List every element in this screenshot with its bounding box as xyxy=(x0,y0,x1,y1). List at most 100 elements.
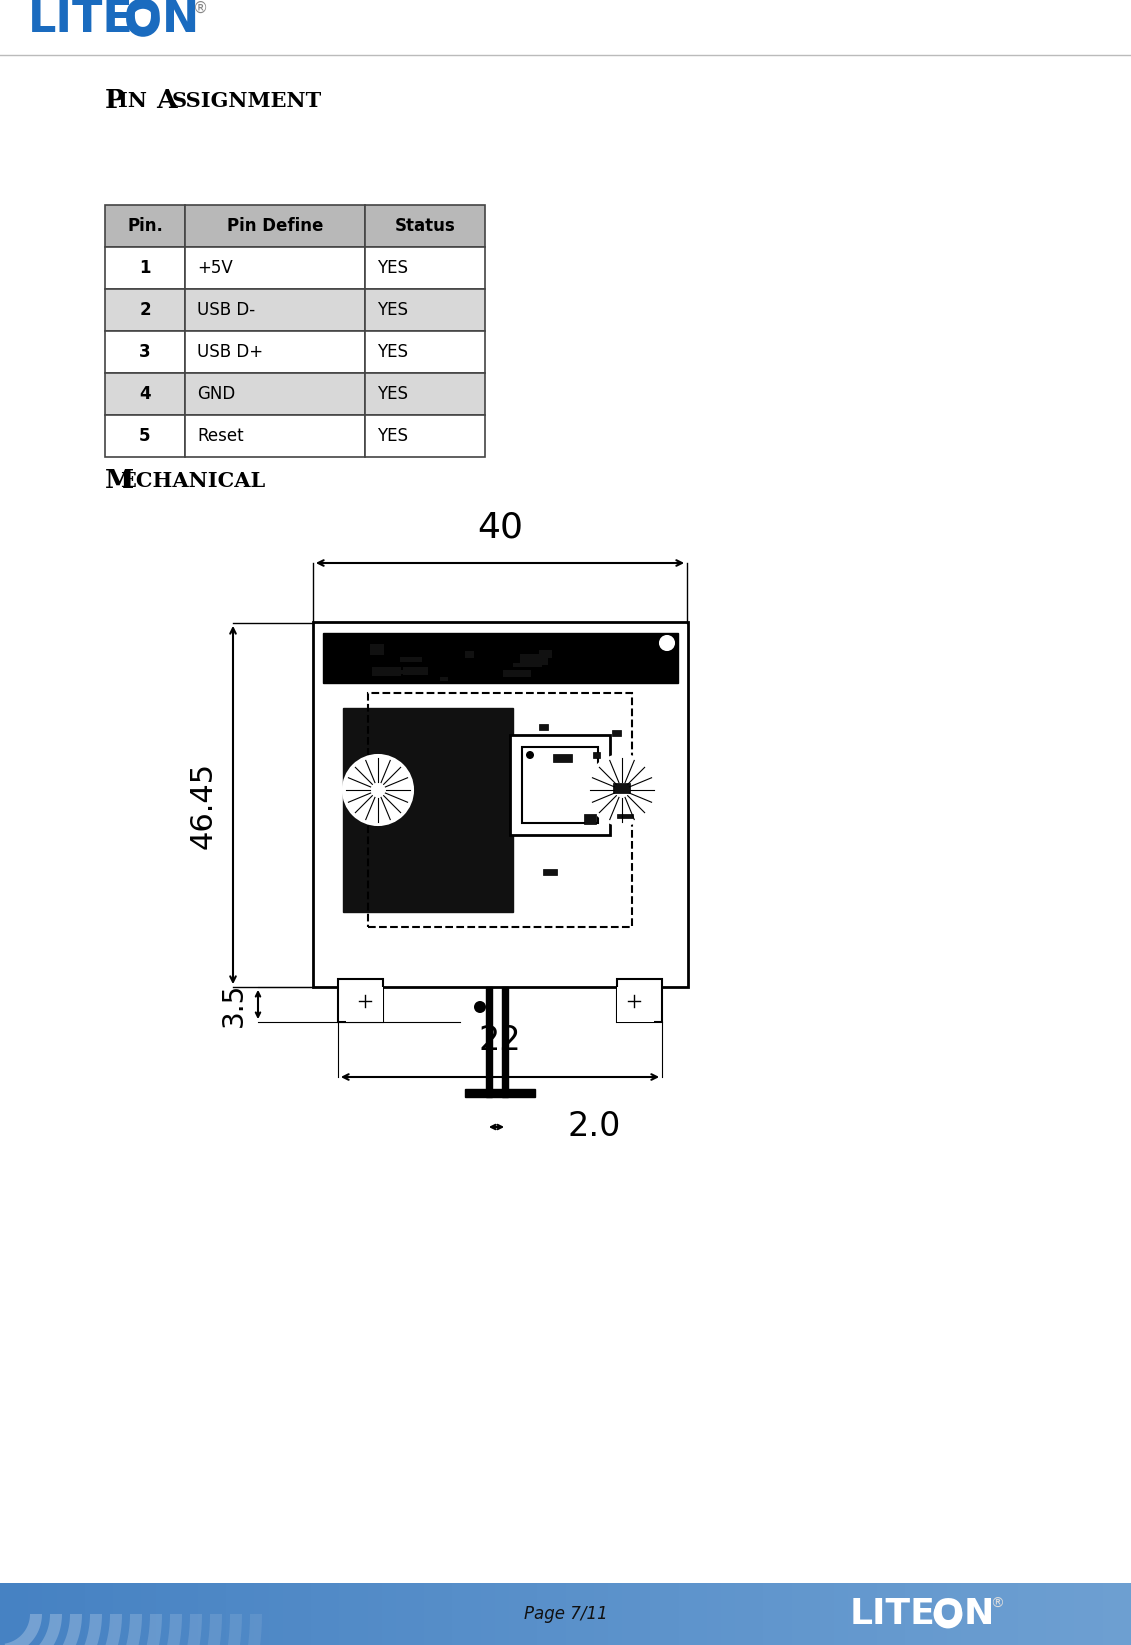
Circle shape xyxy=(614,781,630,798)
Text: +5V: +5V xyxy=(197,258,233,276)
Bar xyxy=(70,1582,86,1645)
Bar xyxy=(523,747,598,822)
Bar xyxy=(338,979,383,1022)
Bar xyxy=(311,1582,326,1645)
Bar xyxy=(618,814,633,818)
Circle shape xyxy=(587,755,657,826)
Bar xyxy=(409,1582,425,1645)
Text: LITE: LITE xyxy=(28,0,133,41)
Polygon shape xyxy=(40,1614,262,1645)
Bar xyxy=(14,1582,29,1645)
Bar xyxy=(820,1582,835,1645)
Bar xyxy=(370,643,385,655)
Bar xyxy=(510,735,610,836)
Bar xyxy=(365,415,485,457)
Bar xyxy=(735,1582,750,1645)
Bar xyxy=(365,373,485,415)
Bar xyxy=(990,1582,1004,1645)
Text: LITE: LITE xyxy=(851,1597,935,1630)
Bar xyxy=(254,1582,269,1645)
Bar xyxy=(283,1582,297,1645)
Bar xyxy=(127,1582,143,1645)
Text: YES: YES xyxy=(377,385,408,403)
Circle shape xyxy=(343,755,413,826)
Bar xyxy=(465,1089,535,1097)
Bar xyxy=(365,206,485,247)
Text: A: A xyxy=(148,87,178,112)
Bar xyxy=(834,1582,849,1645)
Text: Page 7/11: Page 7/11 xyxy=(524,1606,607,1624)
Bar xyxy=(465,651,474,658)
Bar xyxy=(537,1582,552,1645)
Bar xyxy=(400,656,422,661)
Text: 40: 40 xyxy=(477,512,523,544)
Bar xyxy=(1103,1582,1117,1645)
Text: 3: 3 xyxy=(139,344,150,360)
Circle shape xyxy=(370,781,386,798)
Bar xyxy=(543,869,556,875)
Bar xyxy=(1074,1582,1089,1645)
Bar xyxy=(466,1582,482,1645)
Bar xyxy=(551,1582,567,1645)
Text: N: N xyxy=(964,1597,994,1630)
Bar xyxy=(495,1582,510,1645)
Bar xyxy=(185,373,365,415)
Bar xyxy=(296,1582,312,1645)
Circle shape xyxy=(359,994,372,1008)
Bar xyxy=(185,415,365,457)
Bar xyxy=(185,247,365,290)
Bar xyxy=(594,1582,608,1645)
Bar xyxy=(961,1582,976,1645)
Bar xyxy=(918,1582,934,1645)
Polygon shape xyxy=(17,1614,122,1645)
Bar xyxy=(43,1582,58,1645)
Bar xyxy=(365,290,485,331)
Polygon shape xyxy=(27,1614,182,1645)
Bar xyxy=(1046,1582,1061,1645)
Bar xyxy=(28,1582,43,1645)
Text: 46.45: 46.45 xyxy=(189,762,218,849)
Text: N: N xyxy=(162,0,199,41)
Bar xyxy=(650,1582,665,1645)
Bar xyxy=(1116,1582,1131,1645)
Bar xyxy=(486,987,492,1097)
Bar xyxy=(877,1582,891,1645)
Polygon shape xyxy=(29,1614,202,1645)
Text: YES: YES xyxy=(377,428,408,446)
Bar xyxy=(618,979,662,1022)
Bar xyxy=(608,1582,623,1645)
Bar xyxy=(1088,1582,1104,1645)
Bar xyxy=(905,1582,920,1645)
Bar xyxy=(622,1582,637,1645)
Bar xyxy=(440,678,448,681)
Bar xyxy=(105,331,185,373)
Text: YES: YES xyxy=(377,258,408,276)
Bar xyxy=(523,1582,538,1645)
Text: YES: YES xyxy=(377,301,408,319)
Bar xyxy=(141,1582,156,1645)
Bar xyxy=(593,752,601,758)
Text: ®: ® xyxy=(193,0,208,15)
Bar xyxy=(566,1582,580,1645)
Text: SSIGNMENT: SSIGNMENT xyxy=(172,90,322,110)
Bar xyxy=(326,1582,340,1645)
Polygon shape xyxy=(11,1614,83,1645)
Bar xyxy=(372,666,402,676)
Bar xyxy=(553,753,572,762)
Bar xyxy=(539,650,552,658)
Polygon shape xyxy=(24,1614,162,1645)
Text: O: O xyxy=(933,1597,964,1630)
Bar xyxy=(368,1582,382,1645)
Bar xyxy=(0,1582,15,1645)
Text: IN: IN xyxy=(118,90,147,110)
Circle shape xyxy=(661,637,674,650)
Text: YES: YES xyxy=(377,344,408,360)
Text: ®: ® xyxy=(990,1597,1004,1610)
Bar xyxy=(618,987,654,1022)
Bar xyxy=(805,1582,821,1645)
Bar xyxy=(105,373,185,415)
Polygon shape xyxy=(36,1614,242,1645)
Bar xyxy=(452,1582,467,1645)
Bar xyxy=(105,415,185,457)
Circle shape xyxy=(474,1002,486,1013)
